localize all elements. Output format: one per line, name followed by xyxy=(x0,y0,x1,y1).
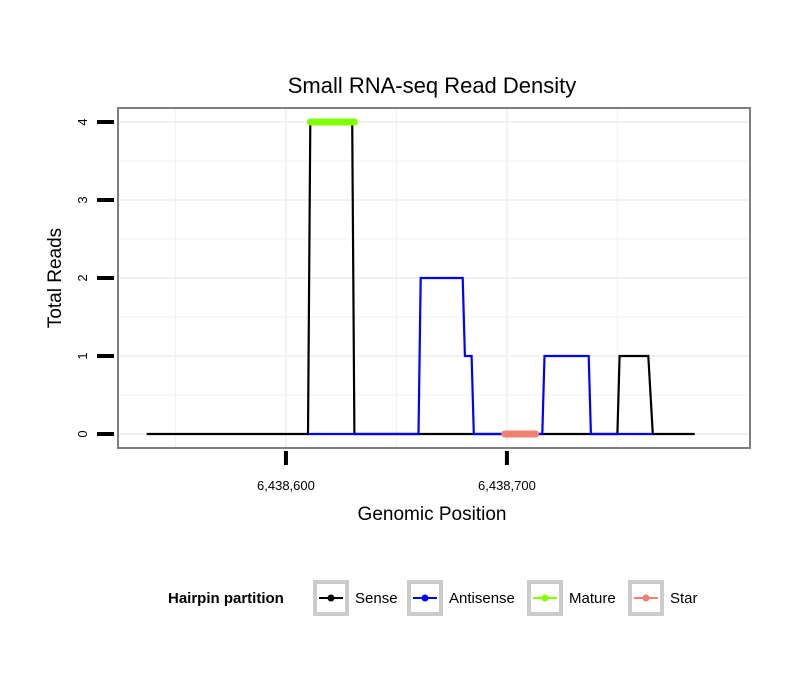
legend-title: Hairpin partition xyxy=(168,590,284,607)
legend-item-antisense: Antisense xyxy=(407,580,515,616)
legend-item-sense: Sense xyxy=(313,580,398,616)
y-axis: 0 1 2 3 4 xyxy=(75,118,114,438)
legend-item-star: Star xyxy=(628,580,698,616)
x-tick-label: 6,438,600 xyxy=(257,478,315,493)
y-tick-label-1: 1 xyxy=(75,352,90,359)
chart-title: Small RNA-seq Read Density xyxy=(288,73,577,98)
legend-key-dot xyxy=(642,594,650,602)
x-axis: 6,438,600 6,438,700 xyxy=(257,451,536,493)
y-tick-label-3: 3 xyxy=(75,196,90,203)
legend-key-dot xyxy=(541,594,549,602)
legend-key-dot xyxy=(421,594,429,602)
series-layer xyxy=(146,118,695,438)
x-tick-label: 6,438,700 xyxy=(478,478,536,493)
y-tick-label-4: 4 xyxy=(75,118,90,125)
x-axis-title: Genomic Position xyxy=(358,504,507,525)
legend-label-mature: Mature xyxy=(569,590,616,607)
legend-label-sense: Sense xyxy=(355,590,398,607)
legend-key-box xyxy=(527,580,563,616)
legend-item-mature: Mature xyxy=(527,580,616,616)
legend: Hairpin partition Sense Antisense Mature St… xyxy=(168,580,698,616)
legend-key-dot xyxy=(327,594,335,602)
y-axis-title: Total Reads xyxy=(45,228,66,328)
legend-label-star: Star xyxy=(670,590,698,607)
legend-label-antisense: Antisense xyxy=(449,590,515,607)
y-tick-label-2: 2 xyxy=(75,274,90,281)
y-tick-label-0: 0 xyxy=(75,430,90,437)
